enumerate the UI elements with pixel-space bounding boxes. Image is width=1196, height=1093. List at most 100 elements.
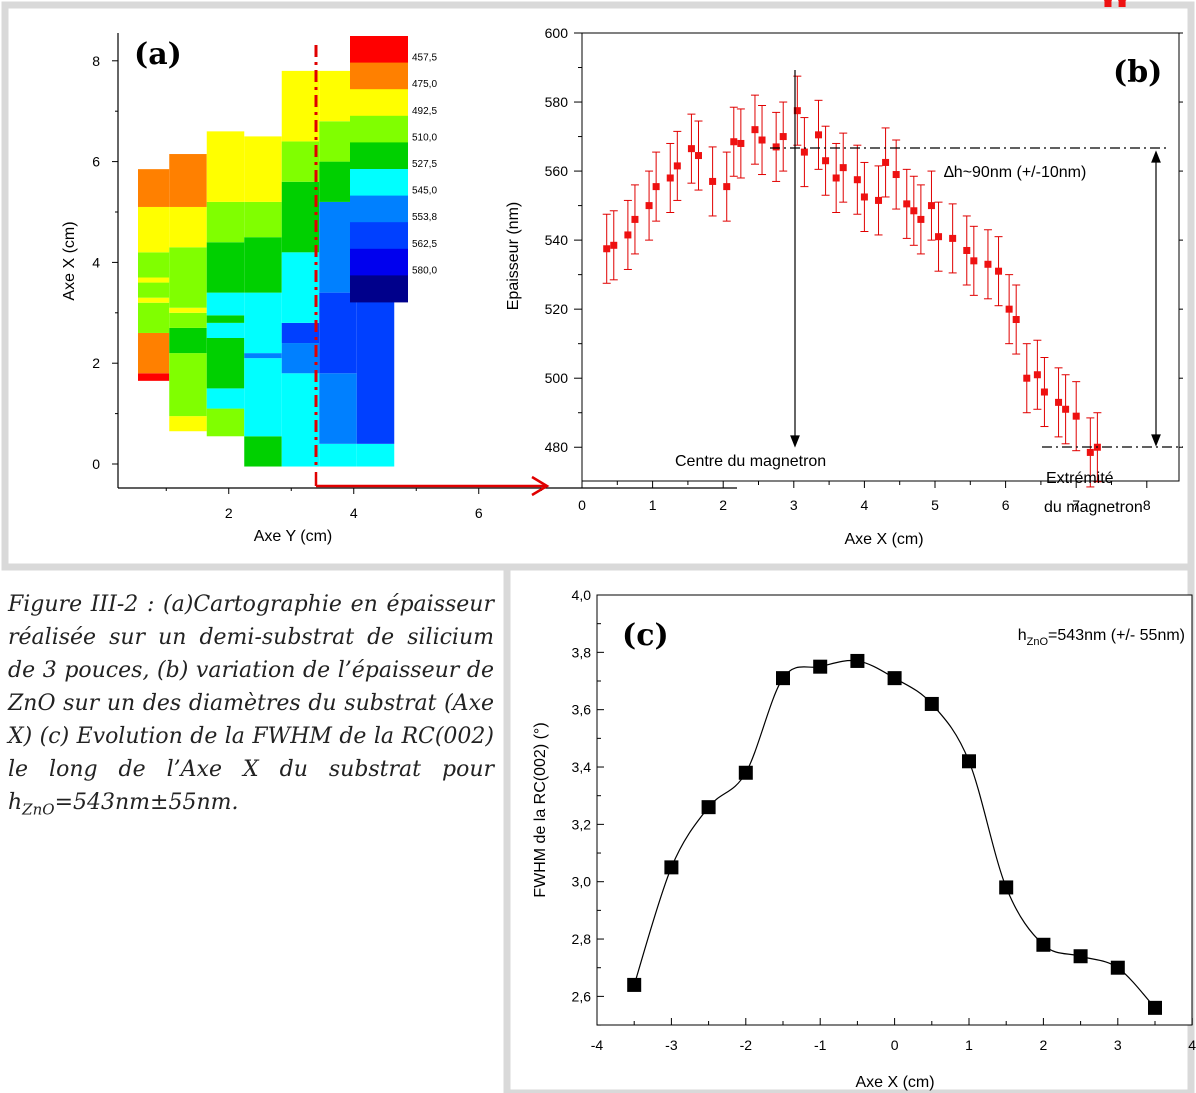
heatmap-cell [169,353,207,417]
y-tick-label: 540 [545,232,569,248]
panel-c-tag: (c) [622,618,669,653]
y-tick-label: 3,8 [572,644,592,660]
y-tick-label: 2,8 [572,931,592,947]
panel-a-tag: (a) [134,37,182,72]
data-point [1005,305,1013,313]
scatter-b-x-ticks: 0 1 2 3 4 5 6 7 8 [578,481,1151,513]
data-point [730,138,738,146]
colorbar-swatch [350,169,408,196]
heatmap-cell [138,277,170,283]
x-tick-label: 4 [1188,1037,1196,1053]
data-point [666,174,674,182]
heatmap-cell [281,373,320,467]
annotation-rest: =543nm (+/- 55nm) [1048,627,1185,644]
scatter-b-plot-area [581,32,1180,482]
line-c-points [627,653,1162,1015]
data-point [815,131,823,139]
data-point [631,215,639,223]
x-tick-label: 8 [1143,497,1151,513]
data-point [970,257,978,265]
heatmap-a-x-ticks: 2 4 6 [165,488,542,521]
x-tick-label: 2 [719,497,727,513]
data-point [772,143,780,151]
data-point [776,671,790,686]
y-tick-label: 3,2 [572,816,592,832]
data-point [610,241,618,249]
heatmap-cell [281,181,320,253]
scatter-b-centre-label: Centre du magnetron [675,453,826,470]
line-c-x-ticks: -4 -3 -2 -1 0 1 2 3 4 [591,1018,1196,1053]
data-point [709,177,717,185]
colorbar-swatch [350,62,408,90]
x-tick-label: 1 [649,497,657,513]
data-point [853,176,861,184]
heatmap-cell [206,315,245,323]
data-point [935,233,943,241]
data-point [984,260,992,268]
heatmap-cell [138,297,170,303]
data-point [927,202,935,210]
y-tick-label: 0 [92,456,100,472]
heatmap-cell [356,292,395,444]
data-point [624,231,632,239]
heatmap-cell [138,373,170,381]
data-point [1072,412,1080,420]
scatter-b-points [602,0,1127,488]
colorbar-swatch [350,89,408,117]
x-tick-label: 3 [1114,1037,1122,1053]
colorbar-label: 545,0 [412,186,437,197]
data-point [892,171,900,179]
data-point [738,765,753,780]
heatmap-a-y-ticks: 0 2 4 6 8 [92,53,118,472]
x-tick-label: 0 [578,497,586,513]
data-point [687,145,695,153]
data-point [673,162,681,170]
x-tick-label: -4 [591,1037,604,1053]
heatmap-a-xlabel: Axe Y (cm) [254,528,333,545]
data-point [1055,398,1063,406]
colorbar-label: 527,5 [412,159,437,170]
data-point [751,126,759,134]
figure-caption: Figure III-2 : (a)Cartographie en épaiss… [8,588,494,826]
data-point [995,267,1003,275]
caption-text: Figure III-2 : (a)Cartographie en épaiss… [8,592,494,815]
data-point [813,659,828,674]
heatmap-cell [206,322,245,338]
y-tick-label: 520 [545,301,569,317]
heatmap-cell [206,388,245,409]
heatmap-cell [206,292,245,316]
data-point [999,880,1014,895]
x-tick-label: 4 [350,505,358,521]
colorbar-label: 475,0 [412,79,437,90]
scatter-b-delta-label: ∆h~90nm (+/-10nm) [944,164,1086,181]
data-point [1036,937,1051,952]
x-tick-label: 6 [1002,497,1010,513]
x-tick-label: 1 [965,1037,973,1053]
y-tick-label: 2,6 [572,988,592,1004]
scatter-b-ylabel: Epaisseur (nm) [505,202,522,310]
y-tick-label: 3,4 [572,759,592,775]
data-point [1062,405,1070,413]
line-c-annotation: hZnO=543nm (+/- 55nm) [1018,627,1185,648]
x-tick-label: 5 [931,497,939,513]
y-tick-label: 560 [545,163,569,179]
data-point [963,246,971,254]
line-c-y-ticks: 2,6 2,8 3,0 3,2 3,4 3,6 3,8 4,0 [572,587,604,1026]
colorbar-swatch [350,275,408,303]
y-tick-label: 600 [545,25,569,41]
data-point [701,800,716,815]
data-point [887,671,902,686]
y-tick-label: 2 [92,355,100,371]
data-point [603,245,611,253]
y-tick-label: 4,0 [572,587,592,603]
data-point [910,207,918,215]
heatmap-cell [138,169,170,207]
y-tick-label: 8 [92,53,100,69]
heatmap-a-colorbar: 457,5 475,0 492,5 510,0 527,5 545,0 553,8 562,5… [350,36,437,303]
data-point [758,136,766,144]
data-point [1012,316,1020,324]
data-point [664,860,679,875]
heatmap-cell [206,131,245,202]
link-arrow [314,472,550,497]
data-point [839,164,847,172]
